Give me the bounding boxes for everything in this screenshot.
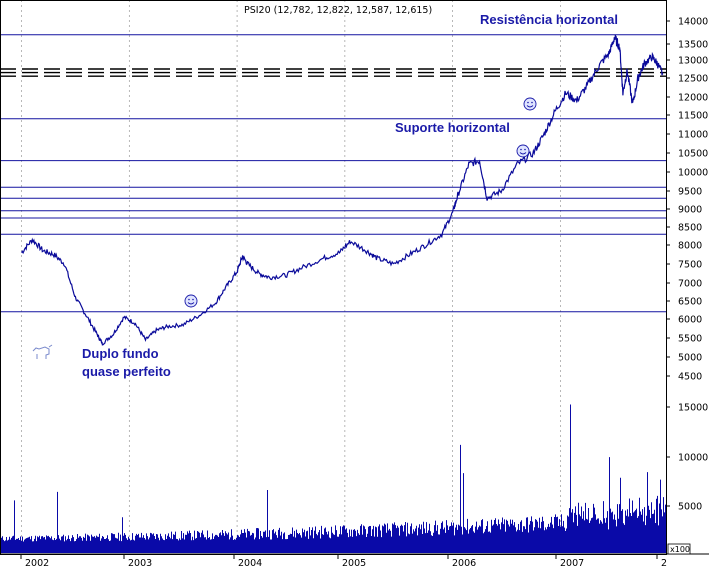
price-tick-label: 9500 <box>678 187 702 198</box>
smiley-eye <box>192 298 194 301</box>
smiley-face <box>184 294 198 308</box>
price-tick-label: 12500 <box>678 74 708 85</box>
volume-tick-label: 15000 <box>678 403 708 414</box>
annotation-resistance: Resistência horizontal <box>480 12 618 27</box>
price-tick-label: 14000 <box>678 17 708 28</box>
price-tick-label: 6000 <box>678 315 702 326</box>
smiley-eye <box>520 148 522 151</box>
price-tick-label: 11500 <box>678 111 708 122</box>
price-tick-label: 12000 <box>678 93 708 104</box>
smiley-mouth <box>526 105 534 108</box>
chart-title: PSI20 (12,782, 12,822, 12,587, 12,615) <box>244 5 432 16</box>
volume-tick-label: 10000 <box>678 453 708 464</box>
annotation-double-bottom: Duplo fundo <box>82 346 159 361</box>
price-tick-label: 6500 <box>678 297 702 308</box>
volume-tick-label: 5000 <box>678 502 702 513</box>
price-tick-label: 9000 <box>678 205 702 216</box>
time-tick-label: 2006 <box>452 558 476 569</box>
smiley-eye <box>531 101 533 104</box>
price-tick-label: 4500 <box>678 372 702 383</box>
price-tick-label: 10500 <box>678 149 708 160</box>
price-tick-label: 7000 <box>678 279 702 290</box>
smiley-icon <box>184 294 198 308</box>
price-tick-label: 8000 <box>678 241 702 252</box>
smiley-eye <box>524 148 526 151</box>
support-resistance-lines <box>0 34 666 313</box>
time-tick-label: 2002 <box>25 558 49 569</box>
chart-frame <box>0 0 709 555</box>
price-tick-label: 11000 <box>678 130 708 141</box>
price-tick-label: 10000 <box>678 168 708 179</box>
time-tick-label: 2003 <box>128 558 152 569</box>
volume-unit-box <box>667 543 691 555</box>
price-tick-label: 13000 <box>678 56 708 67</box>
volume-unit: x100 <box>670 545 690 554</box>
time-axis: 2002 2003 2004 2005 2006 2007 2 <box>20 554 667 569</box>
smiley-icon <box>516 144 530 158</box>
smiley-mouth <box>519 152 527 155</box>
price-line <box>21 34 664 346</box>
time-tick-label: 2 <box>661 558 667 569</box>
plot-border <box>0 0 667 555</box>
time-tick-label: 2004 <box>238 558 262 569</box>
smiley-face <box>516 144 530 158</box>
smiley-icons <box>184 97 537 308</box>
price-tick-label: 5000 <box>678 353 702 364</box>
volume-axis: 15000 10000 5000 <box>666 403 708 513</box>
smiley-face <box>523 97 537 111</box>
price-axis: 14000 13500 13000 12500 12000 11500 11000 10500… <box>666 17 708 383</box>
smiley-eye <box>188 298 190 301</box>
time-tick-label: 2005 <box>342 558 366 569</box>
price-tick-label: 13500 <box>678 40 708 51</box>
annotation-double-bottom-2: quase perfeito <box>82 364 171 379</box>
smiley-mouth <box>187 302 195 305</box>
time-tick-label: 2007 <box>560 558 584 569</box>
grid-lines <box>21 0 561 553</box>
price-tick-label: 7500 <box>678 260 702 271</box>
price-tick-label: 8500 <box>678 223 702 234</box>
volume-bars <box>1 404 666 553</box>
smiley-eye <box>527 101 529 104</box>
smiley-icon <box>523 97 537 111</box>
price-tick-label: 5500 <box>678 334 702 345</box>
annotation-support: Suporte horizontal <box>395 120 510 135</box>
bull-icon <box>32 344 53 359</box>
